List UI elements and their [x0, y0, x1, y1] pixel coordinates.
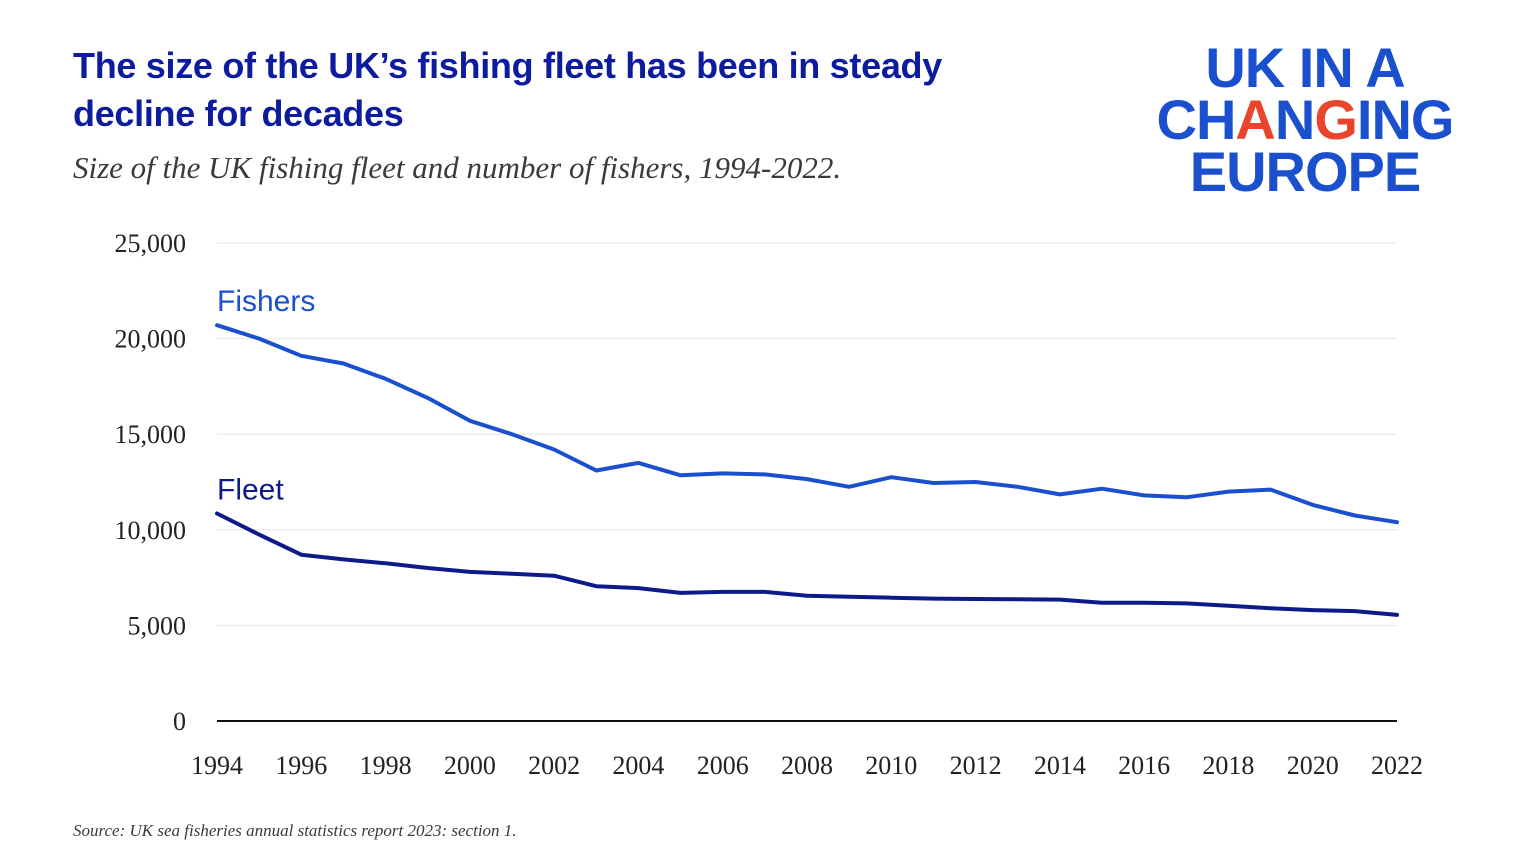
x-tick-label: 2002	[528, 751, 580, 780]
x-tick-label: 1994	[191, 751, 243, 780]
y-tick-label: 20,000	[115, 325, 187, 354]
source-note: Source: UK sea fisheries annual statisti…	[73, 821, 517, 840]
y-tick-label: 5,000	[128, 611, 187, 640]
x-tick-label: 2014	[1034, 751, 1086, 780]
logo-accent-g: G	[1314, 88, 1358, 151]
x-tick-label: 2000	[444, 751, 496, 780]
y-tick-label: 0	[173, 707, 186, 736]
x-tick-label: 2010	[865, 751, 917, 780]
series-line-fishers	[215, 323, 1399, 525]
x-tick-label: 2018	[1202, 751, 1254, 780]
logo-line-2-post: ING	[1356, 88, 1455, 151]
y-tick-label: 15,000	[115, 420, 187, 449]
x-tick-label: 2016	[1118, 751, 1170, 780]
x-axis-ticks: 1994 1996 1998 2000 2002 2004 2006 2008 2010 2012…	[191, 751, 1423, 780]
logo-line-1: UK IN A	[1205, 36, 1405, 99]
x-tick-label: 2012	[950, 751, 1002, 780]
logo-line-3: EUROPE	[1189, 140, 1422, 203]
logo-line-2-mid: N	[1274, 88, 1315, 151]
x-tick-label: 2006	[697, 751, 749, 780]
x-tick-label: 2008	[781, 751, 833, 780]
logo-line-2: CHANGING	[1135, 92, 1475, 148]
y-tick-label: 10,000	[115, 516, 187, 545]
series-label-fishers: Fishers	[217, 285, 315, 318]
series-label-fleet: Fleet	[217, 474, 284, 507]
uk-in-a-changing-europe-logo: UK IN A CHANGING EUROPE	[1135, 36, 1475, 203]
x-tick-label: 2020	[1287, 751, 1339, 780]
logo-line-2-pre: CH	[1156, 88, 1237, 151]
series-lines: Fishers Fleet	[215, 285, 1399, 617]
x-tick-label: 2004	[612, 751, 664, 780]
x-tick-label: 2022	[1371, 751, 1423, 780]
y-tick-label: 25,000	[115, 229, 187, 258]
chart-subtitle: Size of the UK fishing fleet and number …	[73, 150, 842, 185]
chart-title: The size of the UK’s fishing fleet has b…	[73, 45, 942, 134]
grid-lines	[217, 242, 1397, 626]
logo-accent-a: A	[1235, 88, 1275, 151]
y-axis-ticks: 0 5,000 10,000 15,000 20,000 25,000	[115, 229, 187, 736]
series-line-fleet	[215, 511, 1399, 617]
x-tick-label: 1996	[275, 751, 327, 780]
x-tick-label: 1998	[360, 751, 412, 780]
